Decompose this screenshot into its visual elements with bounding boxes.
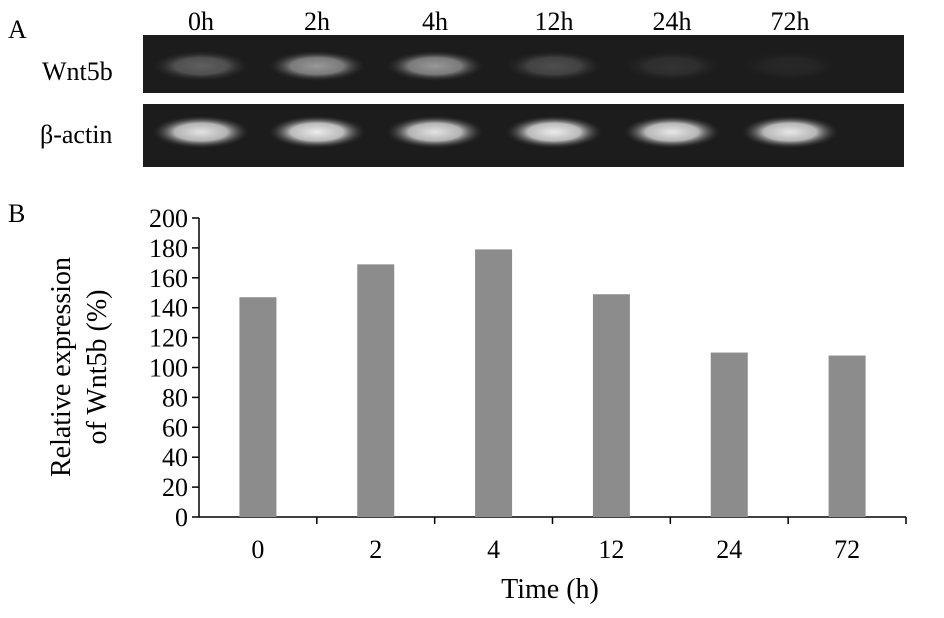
lane-label: 24h [653, 7, 692, 36]
gel-band [387, 116, 483, 148]
x-axis-ticks: 0 2 4 12 24 72 [251, 517, 907, 564]
y-tick-label: 60 [162, 413, 188, 442]
gel-band [624, 51, 720, 81]
gel-band [153, 51, 249, 81]
bar [592, 294, 630, 517]
y-tick-label: 180 [149, 234, 188, 263]
gel-band [742, 116, 838, 148]
y-tick-label: 0 [175, 503, 188, 532]
panel-b-label: B [8, 199, 25, 228]
x-tick-label: 72 [834, 535, 860, 564]
gel-band [506, 51, 602, 81]
x-tick-label: 4 [487, 535, 500, 564]
gel-band [269, 51, 365, 81]
gel-band [742, 51, 838, 81]
y-tick-label: 120 [149, 324, 188, 353]
gel-band [506, 116, 602, 148]
x-tick-label: 0 [251, 535, 264, 564]
lane-label: 4h [422, 7, 448, 36]
y-tick-label: 20 [162, 473, 188, 502]
x-axis-label: Time (h) [501, 574, 599, 605]
gel-band [624, 116, 720, 148]
lane-label: 12h [535, 7, 574, 36]
bar [828, 355, 866, 517]
gel-band [269, 116, 365, 148]
y-axis-label-line-1: Relative expression [46, 257, 77, 477]
bar [475, 249, 513, 517]
gel-band [153, 116, 249, 148]
gel-row-label-beta-actin: β-actin [40, 120, 112, 149]
y-tick-label: 200 [149, 204, 188, 233]
y-axis-label-line-2: of Wnt5b (%) [82, 290, 113, 445]
bar [710, 352, 748, 517]
lane-label: 2h [304, 7, 330, 36]
gel-row-label-wnt5b: Wnt5b [42, 57, 113, 86]
y-tick-label: 160 [149, 264, 188, 293]
y-tick-label: 100 [149, 354, 188, 383]
gel-bands [153, 51, 838, 148]
y-tick-label: 40 [162, 443, 188, 472]
lane-label: 72h [771, 7, 810, 36]
x-tick-label: 2 [369, 535, 382, 564]
gel-band [387, 51, 483, 81]
bar [239, 297, 277, 517]
panel-a-label: A [8, 15, 27, 44]
x-tick-label: 12 [598, 535, 624, 564]
lane-label: 0h [188, 7, 214, 36]
bar [357, 264, 395, 517]
x-tick-label: 24 [716, 535, 742, 564]
gel-panel: A 0h 2h 4h 12h 24h 72h Wnt5b β-actin [8, 7, 904, 167]
lane-labels: 0h 2h 4h 12h 24h 72h [188, 7, 810, 36]
y-tick-label: 80 [162, 383, 188, 412]
y-tick-label: 140 [149, 294, 188, 323]
bars [239, 249, 866, 517]
